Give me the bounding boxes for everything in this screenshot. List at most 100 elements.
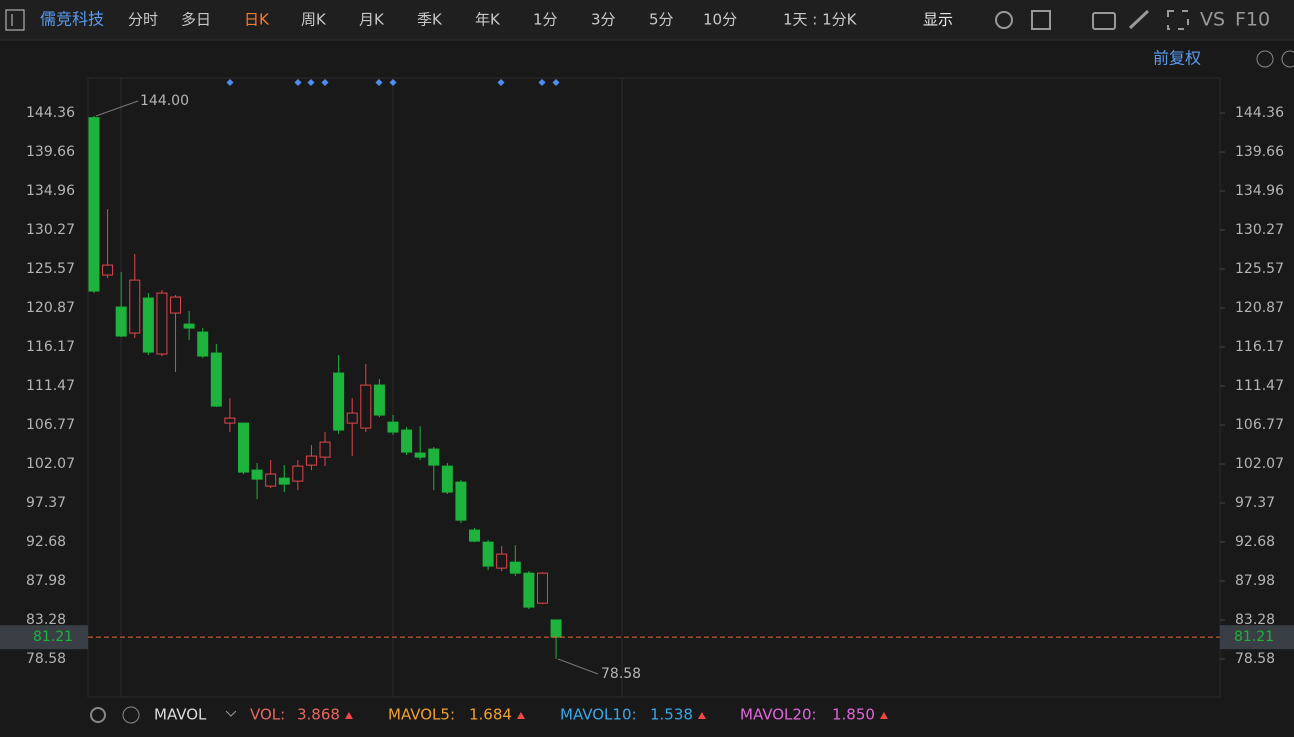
event-marker[interactable]	[538, 78, 546, 87]
y-tick-label-right: 111.47	[1235, 378, 1284, 394]
indicator-value: 1.538	[650, 706, 693, 724]
period-select[interactable]: 1天 : 1分K	[783, 11, 858, 29]
y-tick-label: 102.07	[26, 456, 75, 472]
settings-icon[interactable]	[995, 11, 1013, 29]
indicator-close[interactable]	[122, 706, 140, 724]
indicator-label: MAVOL10:	[560, 706, 637, 724]
period-tab[interactable]: 年K	[475, 11, 501, 29]
y-tick-label-right: 130.27	[1235, 222, 1284, 238]
candle-body	[292, 465, 304, 482]
y-tick-label-right: 78.58	[1235, 651, 1275, 667]
indicator-value: 1.850	[832, 706, 875, 724]
y-tick-label: 144.36	[26, 105, 75, 121]
y-tick-label: 83.28	[26, 612, 66, 628]
indicator-dropdown[interactable]	[225, 710, 237, 717]
max-label: 144.00	[140, 93, 189, 109]
candle-body	[88, 117, 100, 292]
f10-button[interactable]: F10	[1235, 9, 1270, 31]
y-tick-label: 97.37	[26, 495, 66, 511]
last-price-box	[1220, 625, 1294, 650]
adjust-mode[interactable]: 前复权	[1153, 49, 1201, 68]
fullscreen-icon[interactable]	[1167, 10, 1189, 30]
event-marker[interactable]	[226, 78, 234, 87]
candle-body	[509, 561, 521, 574]
event-marker[interactable]	[375, 78, 383, 87]
up-arrow	[344, 712, 353, 719]
period-tab[interactable]: 10分	[703, 11, 737, 29]
y-tick-label-right: 97.37	[1235, 495, 1275, 511]
candle-body	[414, 452, 426, 458]
toolbar-bg	[0, 0, 1294, 40]
y-tick-label-right: 92.68	[1235, 534, 1275, 550]
candle-body	[197, 331, 209, 357]
candle-body	[237, 422, 249, 473]
candle-body	[496, 553, 508, 569]
up-arrow	[879, 712, 888, 719]
period-tab[interactable]: 5分	[649, 11, 674, 29]
event-marker[interactable]	[552, 78, 560, 87]
y-tick-label: 78.58	[26, 651, 66, 667]
y-tick-label: 120.87	[26, 300, 75, 316]
layout-icon[interactable]	[1031, 10, 1051, 30]
candle-body	[210, 352, 222, 407]
candle-body	[278, 477, 290, 485]
candle-body	[183, 323, 195, 329]
display-menu[interactable]: 显示	[923, 11, 953, 29]
candle-body	[319, 441, 331, 458]
indicator-settings[interactable]	[90, 707, 106, 723]
y-tick-label-right: 144.36	[1235, 105, 1284, 121]
zoom-out[interactable]	[1256, 50, 1274, 68]
candle-body	[360, 384, 372, 429]
candle-body	[536, 572, 548, 604]
candle-body	[387, 421, 399, 433]
candle-body	[523, 572, 535, 608]
last-price-box	[0, 625, 88, 650]
candle-body	[129, 279, 141, 334]
period-tab[interactable]: 1分	[533, 11, 558, 29]
period-tab[interactable]: 多日	[181, 11, 211, 29]
y-tick-label-right: 134.96	[1235, 183, 1284, 199]
draw-icon[interactable]	[1128, 9, 1150, 30]
period-tab[interactable]: 分时	[128, 11, 158, 29]
candle-body	[469, 529, 481, 542]
y-tick-label-right: 106.77	[1235, 417, 1284, 433]
event-marker[interactable]	[497, 78, 505, 87]
vs-button[interactable]: VS	[1200, 9, 1225, 31]
last-price-label: 81.21	[33, 629, 73, 645]
y-tick-label-right: 125.57	[1235, 261, 1284, 277]
indicator-name[interactable]: MAVOL	[154, 706, 207, 724]
zoom-in[interactable]	[1281, 50, 1294, 68]
y-tick-label: 130.27	[26, 222, 75, 238]
candle-body	[251, 469, 263, 480]
stock-name[interactable]: 儒竞科技	[40, 10, 104, 29]
y-tick-label: 92.68	[26, 534, 66, 550]
candle-body	[142, 297, 154, 353]
candle-body	[265, 473, 277, 487]
y-tick-label: 87.98	[26, 573, 66, 589]
camera-icon[interactable]	[1092, 12, 1116, 30]
candle-body	[428, 448, 440, 466]
candle-body	[305, 455, 317, 466]
indicator-label: VOL:	[250, 706, 285, 724]
period-tab[interactable]: 月K	[359, 11, 385, 29]
min-label: 78.58	[601, 666, 641, 682]
menu-icon[interactable]	[5, 9, 25, 31]
candle-body	[224, 417, 236, 424]
indicator-value: 3.868	[297, 706, 340, 724]
event-marker[interactable]	[389, 78, 397, 87]
candle-body	[170, 296, 182, 314]
period-tab[interactable]: 日K	[244, 11, 270, 29]
candle-body	[115, 306, 127, 337]
candle-body	[373, 384, 385, 416]
event-marker[interactable]	[294, 78, 302, 87]
up-arrow	[516, 712, 525, 719]
period-tab[interactable]: 3分	[591, 11, 616, 29]
event-marker[interactable]	[321, 78, 329, 87]
candle-body	[346, 412, 358, 424]
period-tab[interactable]: 季K	[417, 11, 443, 29]
indicator-label: MAVOL20:	[740, 706, 817, 724]
period-tab[interactable]: 周K	[301, 11, 327, 29]
candle-body	[455, 481, 467, 521]
event-marker[interactable]	[307, 78, 315, 87]
